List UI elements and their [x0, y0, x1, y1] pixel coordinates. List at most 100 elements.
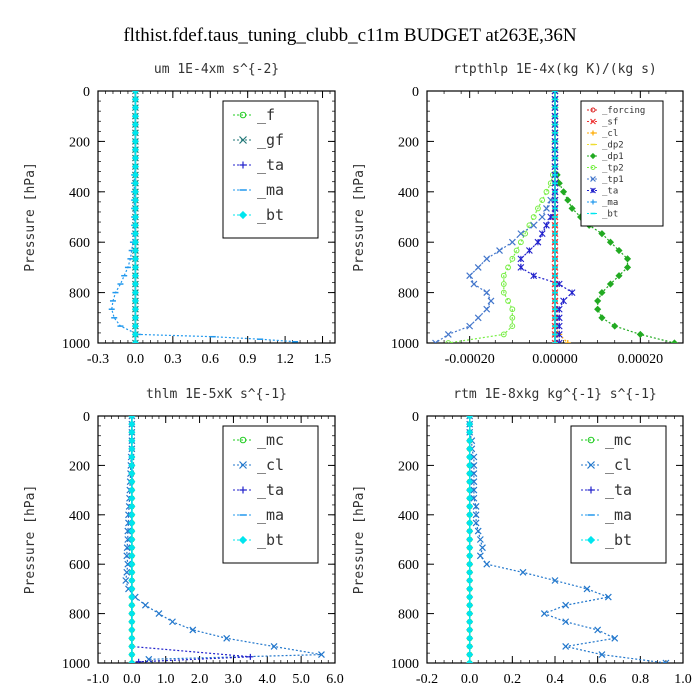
- data-point: [535, 205, 541, 212]
- data-point: [466, 453, 474, 461]
- y-tick-label: 600: [398, 558, 419, 573]
- data-point: [466, 568, 474, 576]
- y-tick-label: 0: [83, 85, 90, 100]
- data-point: [530, 272, 538, 280]
- data-point: [530, 221, 538, 229]
- data-point: [466, 585, 474, 593]
- y-tick-label: 800: [69, 287, 90, 302]
- data-point: [466, 552, 474, 560]
- data-point: [604, 593, 612, 601]
- panel-2: rtpthlp 1E-4x(kg K)/(kg s) Pressure [hPa]…: [352, 62, 684, 367]
- data-point: [472, 502, 480, 510]
- legend-box: [580, 100, 664, 227]
- y-tick-label: 0: [412, 410, 419, 425]
- data-point: [522, 230, 529, 237]
- data-point: [623, 255, 632, 263]
- panel-title: rtm 1E-8xkg kg^{-1} s^{-1}: [453, 387, 657, 402]
- data-point: [466, 478, 474, 486]
- data-point: [539, 197, 546, 204]
- y-tick-label: 200: [69, 459, 90, 474]
- y-tick-label: 200: [69, 135, 90, 150]
- legend-label: _gf: [257, 131, 284, 149]
- legend-marker: [590, 199, 596, 205]
- x-tick-label: 0.4: [546, 672, 564, 687]
- y-tick-label: 0: [83, 410, 90, 425]
- data-point: [123, 544, 131, 552]
- legend-label: _ma: [605, 506, 632, 524]
- data-point: [562, 601, 570, 609]
- data-point: [466, 560, 474, 568]
- data-point: [223, 634, 231, 642]
- legend-label: _ma: [257, 181, 284, 199]
- data-point: [128, 519, 136, 527]
- data-point: [611, 634, 619, 642]
- y-axis-label: Pressure [hPa]: [352, 162, 367, 272]
- data-point: [131, 322, 139, 330]
- legend: _forcing _sf_cl _dp2_dp1 _tp2_tp1 _ta_ma _bt: [580, 100, 664, 227]
- data-point: [124, 560, 132, 568]
- data-point: [517, 264, 525, 271]
- data-point: [128, 610, 136, 618]
- x-tick-label: 3.0: [225, 672, 243, 687]
- legend-label: _ma: [602, 198, 618, 208]
- legend-marker: [590, 165, 596, 170]
- data-point: [128, 593, 136, 601]
- data-point: [128, 478, 136, 486]
- x-tick-label: 0.0: [123, 672, 141, 687]
- x-tick-label: 1.5: [314, 352, 332, 367]
- y-tick-label: 200: [398, 135, 419, 150]
- data-point: [466, 416, 474, 420]
- data-point: [476, 536, 484, 543]
- data-point: [128, 651, 136, 659]
- data-point: [466, 272, 474, 280]
- legend-marker: [590, 130, 596, 136]
- data-point: [128, 618, 136, 626]
- data-point: [466, 634, 474, 642]
- data-point: [466, 642, 474, 651]
- data-point: [123, 568, 131, 576]
- data-area: [122, 416, 325, 663]
- data-point: [128, 416, 136, 420]
- data-point: [123, 552, 131, 560]
- data-point: [128, 659, 136, 663]
- data-point: [131, 163, 139, 171]
- legend-marker: [589, 152, 597, 160]
- legend-marker: [586, 535, 596, 545]
- data-point: [128, 568, 136, 576]
- x-tick-label: 0.9: [239, 352, 257, 367]
- legend-label: _tp2: [602, 164, 624, 174]
- data-point: [131, 104, 139, 112]
- data-point: [508, 238, 516, 246]
- data-point: [131, 339, 139, 343]
- data-point: [555, 280, 563, 288]
- data-point: [131, 280, 139, 288]
- data-point: [466, 535, 474, 544]
- data-point: [662, 659, 670, 663]
- data-point: [128, 535, 136, 544]
- legend-label: _tp1: [602, 175, 624, 185]
- data-point: [131, 95, 139, 103]
- data-point: [470, 470, 478, 477]
- data-point: [530, 214, 537, 220]
- series-line-tp2: [448, 91, 556, 343]
- data-point: [483, 255, 491, 263]
- data-point: [128, 486, 136, 494]
- x-tick-label: -0.3: [87, 352, 109, 367]
- data-point: [606, 238, 615, 246]
- data-point: [517, 255, 525, 263]
- data-point: [466, 461, 474, 469]
- panel-title: rtpthlp 1E-4x(kg K)/(kg s): [453, 62, 657, 77]
- legend-marker: [238, 210, 248, 220]
- y-tick-label: 400: [69, 186, 90, 201]
- data-point: [466, 610, 474, 618]
- legend-marker: [239, 436, 247, 444]
- x-tick-label: 0.6: [589, 672, 607, 687]
- x-tick-label: 6.0: [326, 672, 344, 687]
- x-tick-label: 5.0: [292, 672, 310, 687]
- data-point: [555, 331, 563, 338]
- data-point: [470, 478, 478, 486]
- data-point: [131, 146, 139, 154]
- legend-label: _cl: [605, 456, 632, 474]
- data-point: [128, 502, 136, 510]
- x-tick-label: -0.00020: [445, 352, 495, 367]
